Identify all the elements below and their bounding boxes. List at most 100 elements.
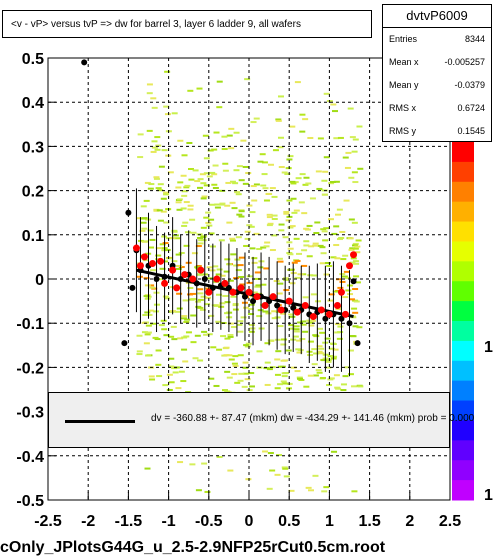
histogram-cell: [293, 237, 300, 240]
histogram-cell: [164, 113, 171, 116]
histogram-cell: [209, 203, 216, 206]
histogram-cell: [229, 180, 236, 183]
histogram-cell: [336, 238, 343, 241]
histogram-cell: [352, 181, 359, 184]
histogram-cell: [248, 330, 255, 333]
color-scale-step: [452, 301, 474, 322]
histogram-cell: [290, 197, 297, 200]
x-tick-label: -2: [81, 513, 95, 530]
histogram-cell: [149, 378, 156, 381]
histogram-cell: [325, 359, 332, 362]
histogram-cell: [248, 324, 255, 327]
histogram-cell: [282, 236, 289, 239]
histogram-cell: [253, 117, 260, 120]
histogram-cell: [197, 359, 204, 362]
histogram-cell: [264, 361, 271, 364]
histogram-cell: [296, 351, 303, 354]
histogram-cell: [275, 118, 282, 121]
histogram-cell: [287, 155, 294, 158]
histogram-cell: [282, 278, 289, 281]
histogram-cell: [317, 137, 324, 140]
histogram-cell: [307, 374, 314, 377]
histogram-cell: [316, 345, 323, 348]
histogram-cell: [248, 313, 255, 316]
data-point-red: [346, 262, 353, 270]
data-point-red: [333, 302, 341, 310]
histogram-cell: [324, 337, 331, 340]
data-point-black: [225, 284, 232, 291]
data-point-black: [201, 276, 208, 282]
histogram-cell: [352, 242, 359, 245]
histogram-cell: [228, 147, 235, 150]
histogram-cell: [261, 173, 268, 176]
histogram-cell: [245, 172, 252, 175]
histogram-cell: [207, 277, 214, 280]
histogram-cell: [142, 240, 149, 243]
histogram-cell: [356, 125, 363, 128]
y-tick-label: 0.5: [22, 51, 44, 68]
histogram-cell: [257, 160, 264, 163]
histogram-cell: [146, 83, 153, 86]
histogram-cell: [164, 248, 171, 251]
histogram-cell: [161, 149, 168, 152]
histogram-cell: [229, 201, 236, 204]
histogram-cell: [276, 292, 283, 295]
histogram-cell: [313, 352, 320, 355]
histogram-cell: [244, 237, 251, 240]
data-point-red: [237, 284, 245, 292]
histogram-cell: [345, 289, 352, 292]
histogram-cell: [246, 275, 253, 278]
histogram-cell: [164, 297, 171, 300]
stats-value: 0.1545: [457, 126, 485, 136]
histogram-cell: [146, 313, 153, 316]
histogram-cell: [223, 270, 230, 273]
histogram-cell: [309, 319, 316, 322]
histogram-cell: [219, 274, 226, 277]
data-point-red: [221, 279, 229, 287]
x-tick-label: -0.5: [195, 513, 223, 530]
histogram-cell: [322, 239, 329, 242]
histogram-cell: [213, 131, 220, 134]
histogram-cell: [294, 260, 301, 263]
histogram-cell: [285, 349, 292, 352]
histogram-cell: [345, 151, 352, 154]
color-scale-step: [452, 420, 474, 441]
histogram-cell: [224, 337, 231, 340]
y-tick-label: -0.2: [16, 360, 44, 377]
histogram-cell: [185, 331, 192, 334]
file-name-footer: cOnly_JPlotsG44G_u_2.5-2.9NFP25rCut0.5cm…: [0, 539, 386, 556]
histogram-cell: [211, 183, 218, 186]
histogram-cell: [240, 139, 247, 142]
color-scale-label: 1: [484, 487, 493, 504]
histogram-cell: [263, 199, 270, 202]
histogram-cell: [257, 266, 264, 269]
histogram-cell: [262, 187, 269, 190]
histogram-cell: [203, 333, 210, 336]
histogram-cell: [347, 237, 354, 240]
histogram-cell: [277, 383, 284, 386]
histogram-cell: [162, 242, 169, 245]
histogram-cell: [317, 327, 324, 330]
histogram-cell: [187, 208, 194, 211]
histogram-cell: [233, 131, 240, 134]
histogram-cell: [262, 310, 269, 313]
histogram-cell: [312, 334, 319, 337]
color-scale-label: 1: [484, 339, 493, 356]
histogram-cell: [238, 215, 245, 218]
histogram-cell: [194, 334, 201, 337]
histogram-cell: [216, 455, 223, 458]
histogram-cell: [260, 184, 267, 187]
histogram-cell: [208, 377, 215, 380]
histogram-cell: [226, 376, 233, 379]
histogram-cell: [242, 372, 249, 375]
histogram-cell: [238, 275, 245, 278]
histogram-cell: [200, 197, 207, 200]
histogram-cell: [153, 176, 160, 179]
color-scale-step: [452, 142, 474, 163]
histogram-cell: [212, 265, 219, 268]
histogram-cell: [149, 238, 156, 241]
histogram-cell: [174, 310, 181, 313]
histogram-cell: [218, 239, 225, 242]
histogram-cell: [274, 358, 281, 361]
histogram-cell: [206, 333, 213, 336]
